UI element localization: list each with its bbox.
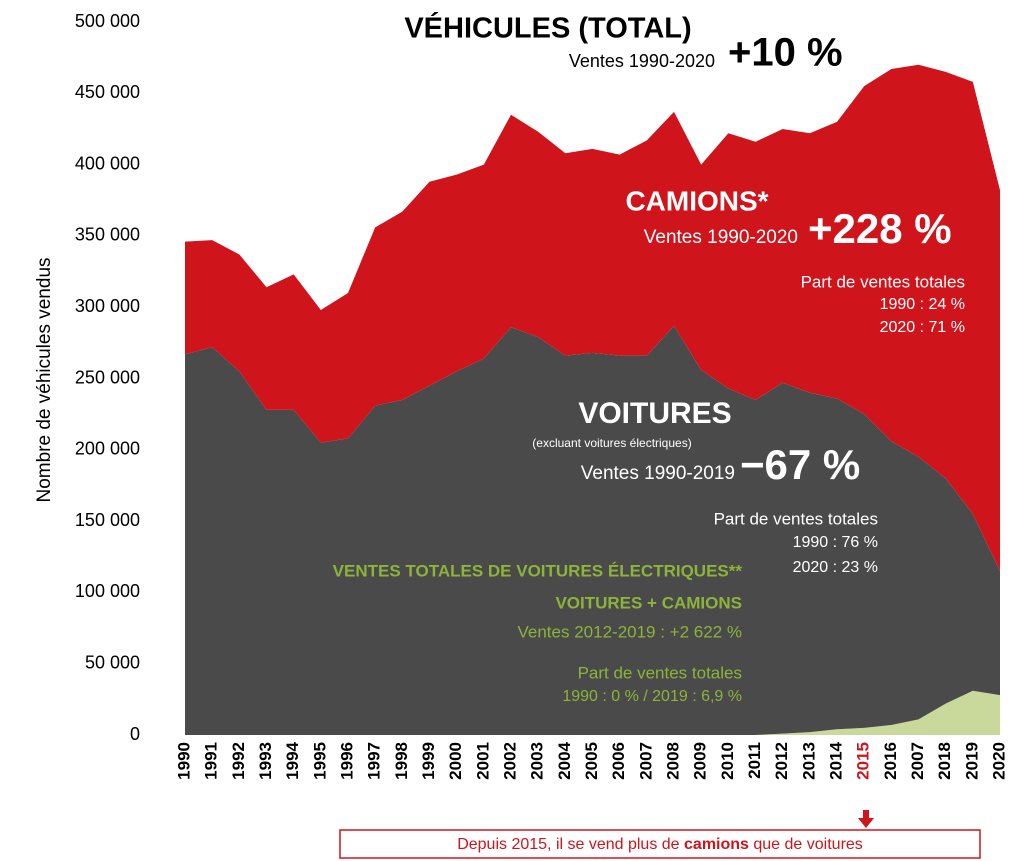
x-tick-label: 2014 <box>826 741 845 779</box>
electric-share: 1990 : 0 % / 2019 : 6,9 % <box>562 688 742 705</box>
y-tick-label: 350 000 <box>75 225 140 245</box>
x-tick-label: 2006 <box>609 742 628 780</box>
x-tick-label: 2000 <box>446 742 465 780</box>
x-tick-label: 2001 <box>473 742 492 780</box>
x-tick-label: 2010 <box>718 742 737 780</box>
x-tick-label: 2003 <box>528 742 547 780</box>
electric-subtitle: VOITURES + CAMIONS <box>555 593 742 612</box>
x-tick-label: 1990 <box>174 742 193 780</box>
cars-share: 2020 : 23 % <box>793 559 878 576</box>
y-tick-label: 500 000 <box>75 11 140 31</box>
x-tick-label: 1992 <box>229 742 248 780</box>
y-tick-label: 250 000 <box>75 367 140 387</box>
x-tick-label: 2018 <box>935 742 954 780</box>
x-tick-label: 1999 <box>419 742 438 780</box>
trucks-title: CAMIONS* <box>625 185 768 216</box>
cars-share: 1990 : 76 % <box>793 534 878 551</box>
cars-note: (excluant voitures électriques) <box>532 436 691 450</box>
x-tick-label: 2011 <box>745 742 764 779</box>
x-tick-label: 2019 <box>962 742 981 780</box>
cars-share-title: Part de ventes totales <box>714 509 878 528</box>
trucks-share: 1990 : 24 % <box>880 296 965 313</box>
electric-sub: Ventes 2012-2019 : +2 622 % <box>518 622 743 641</box>
cars-title: VOITURES <box>578 397 731 430</box>
x-tick-label: 2012 <box>772 742 791 780</box>
x-tick-label: 2008 <box>663 742 682 780</box>
y-tick-label: 300 000 <box>75 296 140 316</box>
trucks-change: +228 % <box>808 205 952 252</box>
area <box>185 325 1000 735</box>
x-tick-label: 1995 <box>310 742 329 780</box>
y-tick-label: 200 000 <box>75 439 140 459</box>
trucks-share-title: Part de ventes totales <box>801 272 965 291</box>
footnote-part: Depuis 2015, il se vend plus de <box>457 836 684 853</box>
y-tick-label: 100 000 <box>75 581 140 601</box>
y-tick-label: 0 <box>130 724 140 744</box>
electric-title: VENTES TOTALES DE VOITURES ÉLECTRIQUES** <box>333 561 743 580</box>
footnote: Depuis 2015, il se vend plus de camions … <box>457 836 863 853</box>
footnote-bold: camions <box>684 836 749 853</box>
x-tick-label: 2015 <box>854 742 873 780</box>
x-tick-label: 1998 <box>392 742 411 780</box>
x-tick-label: 2007 <box>636 742 655 780</box>
x-tick-label: 2013 <box>799 742 818 780</box>
x-tick-label: 1993 <box>256 742 275 780</box>
x-tick-label: 2004 <box>555 741 574 779</box>
x-tick-label: 2005 <box>582 742 601 780</box>
cars-sub: Ventes 1990-2019 <box>581 463 735 484</box>
x-tick-label: 1994 <box>283 741 302 779</box>
arrow <box>858 810 874 828</box>
trucks-share: 2020 : 71 % <box>880 319 965 336</box>
y-tick-label: 400 000 <box>75 153 140 173</box>
trucks-sub: Ventes 1990-2020 <box>644 227 798 248</box>
x-tick-label: 2016 <box>881 742 900 780</box>
x-tick-label: 2009 <box>691 742 710 780</box>
areas <box>185 64 1000 735</box>
footnote-part: que de voitures <box>749 836 863 853</box>
x-tick-label: 2020 <box>989 742 1008 780</box>
y-tick-label: 150 000 <box>75 510 140 530</box>
y-tick-label: 50 000 <box>85 652 140 672</box>
area <box>185 690 1000 735</box>
y-axis-label: Nombre de véhicules vendus <box>34 257 55 502</box>
y-tick-label: 450 000 <box>75 82 140 102</box>
x-tick-label: 1991 <box>202 742 221 780</box>
x-tick-label: 1997 <box>365 742 384 780</box>
x-tick-label: 2002 <box>500 742 519 780</box>
x-tick-label: 1996 <box>337 742 356 780</box>
cars-change: −67 % <box>740 441 860 488</box>
title-sub: Ventes 1990-2020 <box>569 51 715 71</box>
footnote-box <box>339 829 981 859</box>
x-tick-label: 2007 <box>908 742 927 780</box>
electric-share-title: Part de ventes totales <box>578 663 742 682</box>
area <box>185 64 1000 572</box>
title-change: +10 % <box>728 31 843 75</box>
chart-title: VÉHICULES (TOTAL) <box>404 11 691 45</box>
